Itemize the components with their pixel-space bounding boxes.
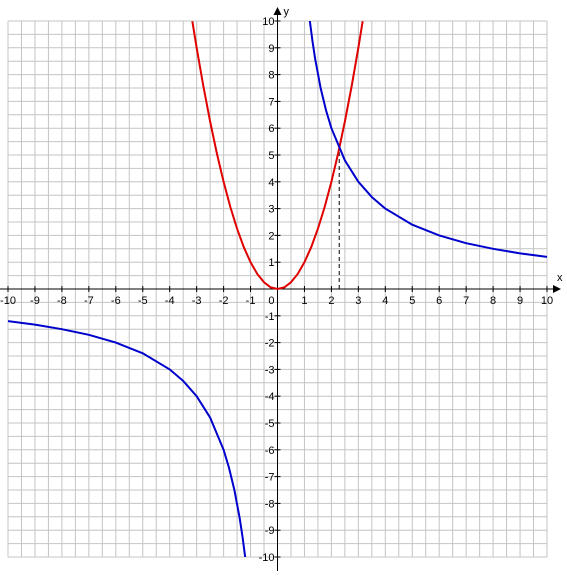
y-tick-label: 8 (268, 70, 274, 82)
y-axis-label: y (284, 6, 290, 18)
x-tick-label: -4 (165, 295, 175, 307)
y-tick-label: -1 (265, 311, 275, 323)
y-tick-label: 5 (268, 150, 274, 162)
y-tick-label: 6 (268, 123, 274, 135)
x-tick-label: 1 (301, 295, 307, 307)
x-tick-label: -1 (246, 295, 256, 307)
x-tick-label: 4 (382, 295, 388, 307)
x-axis-label: x (557, 272, 563, 284)
y-tick-label: -5 (265, 418, 275, 430)
y-tick-label: 7 (268, 96, 274, 108)
y-axis-arrow (273, 7, 282, 15)
y-tick-label: 4 (268, 177, 274, 189)
y-tick-label: -2 (265, 338, 275, 350)
x-tick-label: -10 (0, 295, 16, 307)
curve (191, 21, 364, 291)
x-tick-label: 8 (490, 295, 496, 307)
x-tick-label: -9 (30, 295, 40, 307)
x-tick-label: -6 (111, 295, 121, 307)
y-tick-label: -4 (265, 391, 275, 403)
y-tick-label: -7 (265, 472, 275, 484)
x-tick-label: -3 (192, 295, 202, 307)
x-tick-label: 9 (517, 295, 523, 307)
y-tick-label: -10 (259, 552, 275, 564)
x-tick-label: -7 (84, 295, 94, 307)
x-tick-label: -8 (57, 295, 67, 307)
y-tick-label: 3 (268, 204, 274, 216)
x-tick-label: 3 (355, 295, 361, 307)
x-tick-label: -5 (138, 295, 148, 307)
x-tick-label: 6 (436, 295, 442, 307)
y-tick-label: -8 (265, 498, 275, 510)
curve (8, 21, 547, 557)
x-tick-label: 2 (328, 295, 334, 307)
y-tick-label: -9 (265, 525, 275, 537)
y-tick-label: -6 (265, 445, 275, 457)
x-tick-label: 0 (268, 295, 274, 307)
x-tick-label: 7 (463, 295, 469, 307)
y-tick-label: 10 (262, 16, 274, 28)
y-tick-label: -3 (265, 364, 275, 376)
y-tick-label: 1 (268, 257, 274, 269)
x-tick-label: -2 (219, 295, 229, 307)
y-tick-label: 9 (268, 43, 274, 55)
x-axis-arrow (553, 285, 561, 293)
x-tick-label: 5 (409, 295, 415, 307)
y-tick-label: 2 (268, 230, 274, 242)
x-tick-label: 10 (541, 295, 553, 307)
